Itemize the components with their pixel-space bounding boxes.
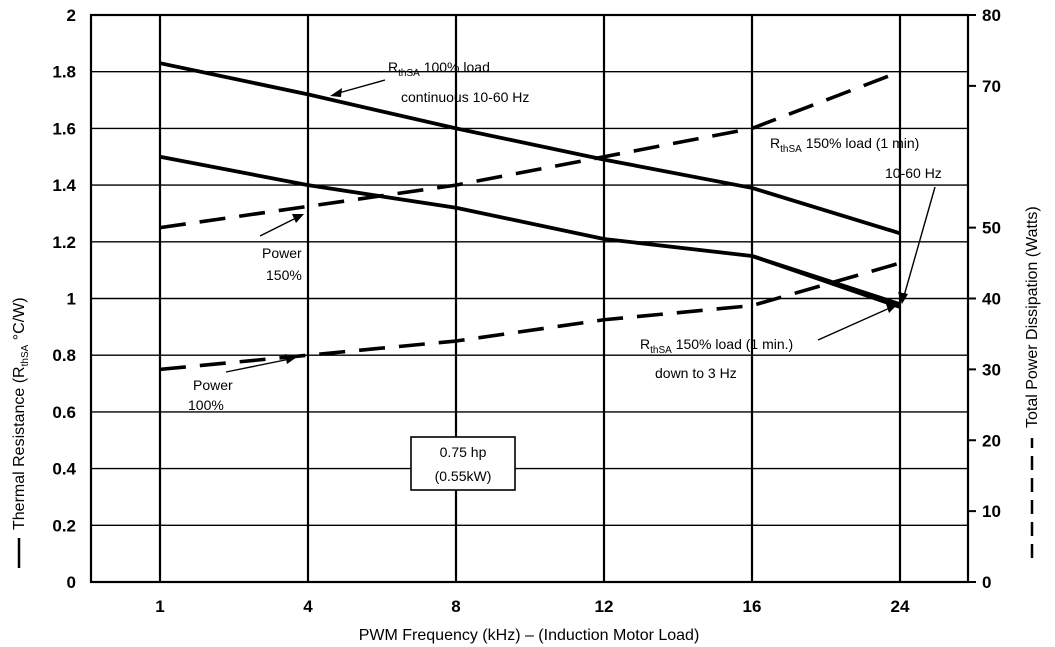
svg-text:100%: 100% — [188, 397, 224, 413]
left-y-tick-labels: 0 0.2 0.4 0.6 0.8 1 1.2 1.4 1.6 1.8 2 — [52, 6, 76, 592]
annotation-arrow — [225, 358, 291, 373]
svg-text:continuous 10-60 Hz: continuous 10-60 Hz — [401, 89, 529, 105]
arrowhead-icon — [285, 354, 297, 364]
left-y-tick-label: 1.6 — [52, 119, 76, 138]
thermal-resistance-series-line — [159, 61, 901, 236]
right-y-tick-label: 80 — [982, 6, 1001, 25]
right-y-tick-label: 30 — [982, 360, 1001, 379]
grid — [91, 14, 968, 583]
annotation-arrow — [334, 79, 386, 95]
annotation-rthsa-150-3hz: RthSA 150% load (1 min.) down to 3 Hz — [640, 304, 898, 381]
svg-text:Power: Power — [193, 377, 233, 393]
arrowhead-icon — [292, 214, 304, 223]
arrowhead-icon — [898, 292, 908, 304]
svg-text:Power: Power — [262, 245, 302, 261]
annotation-rthsa-150-1min: RthSA 150% load (1 min) 10-60 Hz — [770, 135, 942, 304]
left-y-tick-label: 0.8 — [52, 346, 76, 365]
svg-text:RthSA 150% load (1 min): RthSA 150% load (1 min) — [770, 135, 919, 155]
annotation-arrow — [903, 186, 936, 297]
left-y-tick-label: 0.4 — [52, 460, 76, 479]
right-y-tick-label: 0 — [982, 573, 991, 592]
annotation-arrow — [817, 306, 893, 341]
svg-text:Total Power Dissipation (Watts: Total Power Dissipation (Watts) — [1024, 206, 1041, 428]
x-tick-label: 4 — [303, 597, 313, 616]
annotation-power-150: Power 150% — [259, 214, 304, 283]
svg-text:down to 3 Hz: down to 3 Hz — [655, 365, 737, 381]
x-tick-labels: 1 4 8 12 16 24 — [155, 597, 910, 616]
left-y-axis-label: Thermal Resistance (RthSA °C/W) — [11, 297, 31, 568]
annotation-power-100: Power 100% — [188, 354, 297, 413]
svg-text:Thermal Resistance (RthSA °C/W: Thermal Resistance (RthSA °C/W) — [11, 297, 31, 530]
svg-text:0.75 hp: 0.75 hp — [440, 444, 487, 460]
x-tick-label: 8 — [451, 597, 460, 616]
left-y-tick-label: 1 — [67, 290, 76, 309]
left-y-tick-label: 1.2 — [52, 233, 76, 252]
right-y-axis-label: Total Power Dissipation (Watts) — [1024, 206, 1041, 558]
svg-text:10-60 Hz: 10-60 Hz — [885, 165, 942, 181]
left-y-tick-label: 0.2 — [52, 516, 76, 535]
x-tick-label: 16 — [743, 597, 762, 616]
arrowhead-icon — [330, 88, 342, 97]
left-y-tick-label: 2 — [67, 6, 76, 25]
svg-text:150%: 150% — [266, 267, 302, 283]
motor-rating-box: 0.75 hp (0.55kW) — [410, 436, 516, 491]
right-y-tick-labels: 0 10 20 30 40 50 70 80 — [968, 6, 1001, 592]
svg-text:RthSA 150% load (1 min.): RthSA 150% load (1 min.) — [640, 336, 793, 356]
power-series-line — [159, 261, 901, 372]
power-series-line — [159, 70, 901, 230]
arrowhead-icon — [886, 304, 898, 313]
x-axis-label: PWM Frequency (kHz) – (Induction Motor L… — [359, 627, 700, 644]
series — [159, 61, 901, 372]
right-y-tick-label: 50 — [982, 219, 1001, 238]
left-y-tick-label: 1.4 — [52, 176, 76, 195]
annotation-rthsa-100: RthSA 100% load continuous 10-60 Hz — [330, 59, 529, 105]
svg-text:(0.55kW): (0.55kW) — [435, 468, 492, 484]
thermal-resistance-series-line — [751, 254, 901, 309]
svg-text:RthSA 100% load: RthSA 100% load — [388, 59, 490, 79]
left-y-tick-label: 0.6 — [52, 403, 76, 422]
x-tick-label: 1 — [155, 597, 164, 616]
right-y-tick-label: 70 — [982, 77, 1001, 96]
annotation-arrow — [259, 216, 299, 237]
right-y-tick-label: 10 — [982, 502, 1001, 521]
x-tick-label: 12 — [595, 597, 614, 616]
right-y-tick-label: 40 — [982, 290, 1001, 309]
left-y-tick-label: 1.8 — [52, 63, 76, 82]
right-y-tick-label: 20 — [982, 431, 1001, 450]
x-tick-label: 24 — [891, 597, 910, 616]
left-y-tick-label: 0 — [67, 573, 76, 592]
